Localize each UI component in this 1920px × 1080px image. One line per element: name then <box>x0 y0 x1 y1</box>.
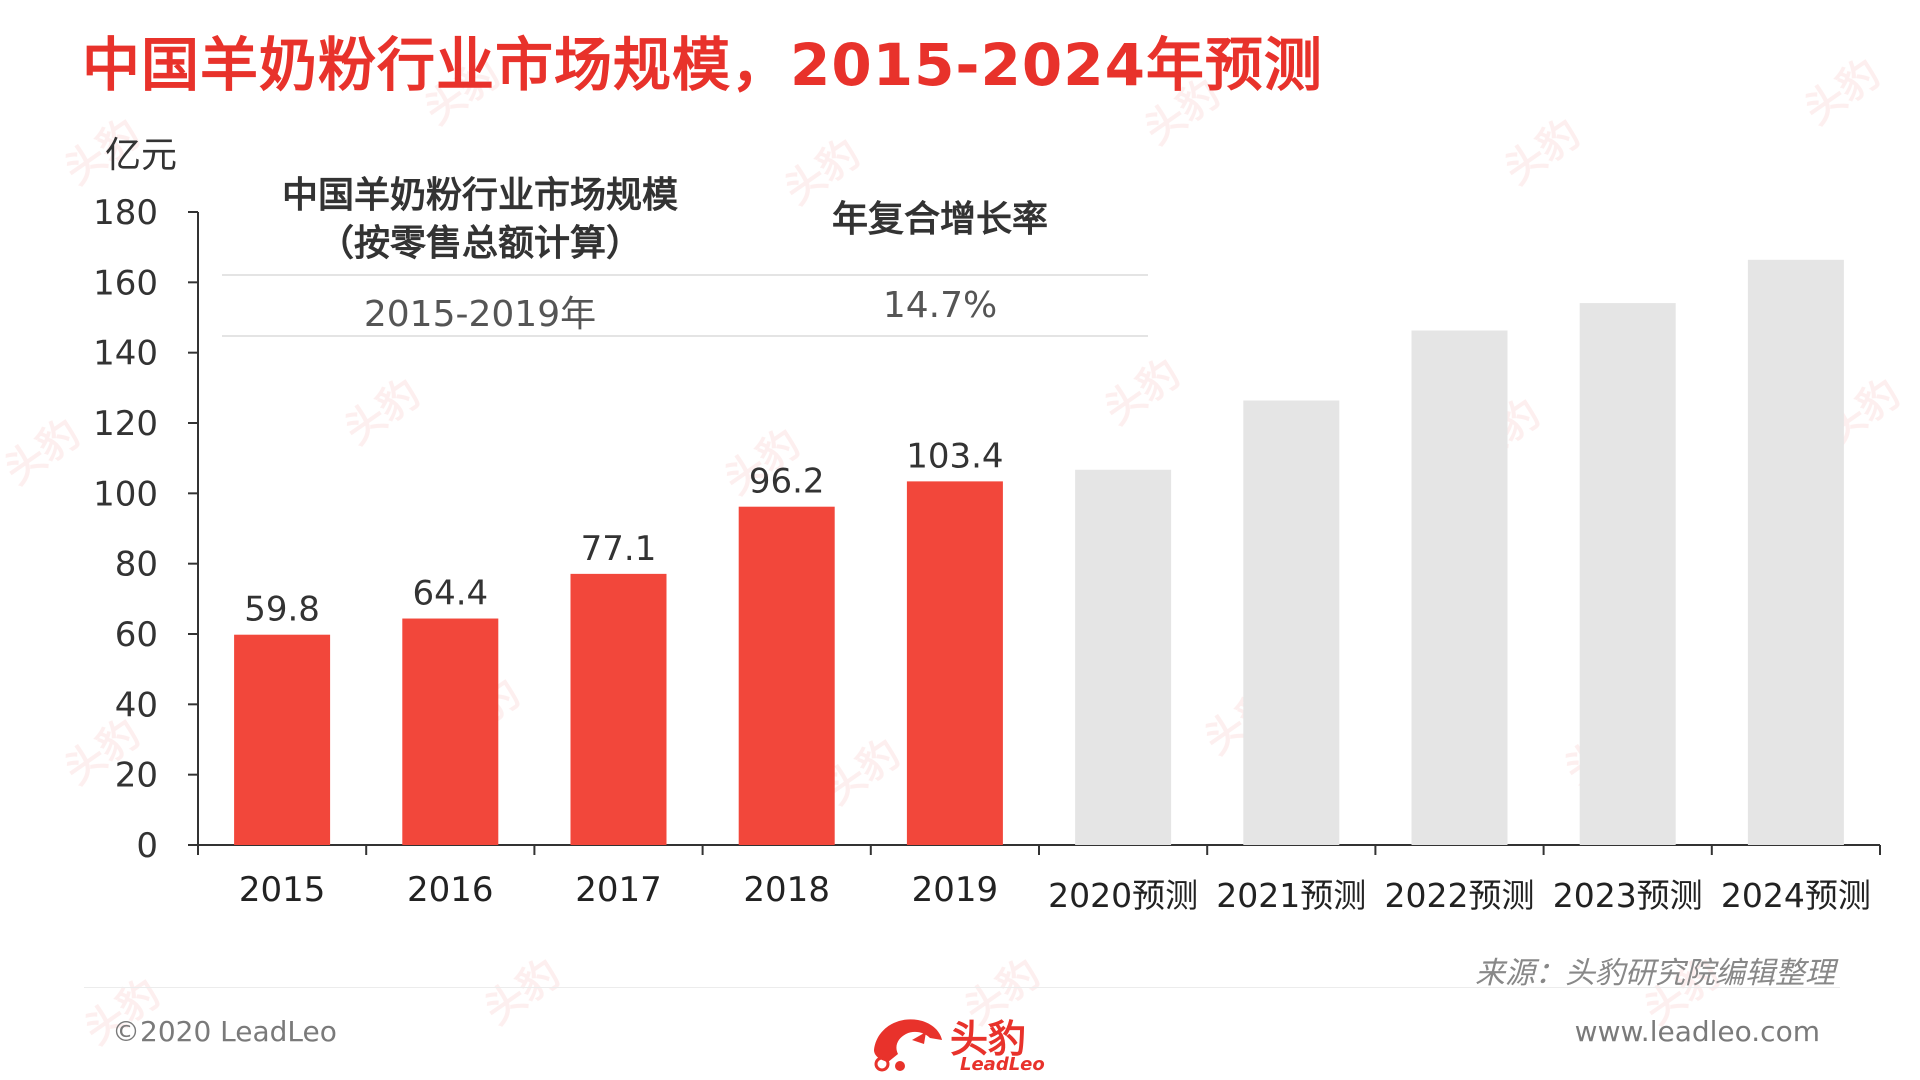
y-axis-tick-label: 0 <box>136 826 158 866</box>
x-axis-category-label: 2021预测 <box>1216 876 1366 915</box>
y-axis-tick-label: 160 <box>93 263 158 303</box>
x-axis-category-label: 2015 <box>239 870 326 910</box>
y-axis-tick-label: 20 <box>115 756 158 796</box>
website-link[interactable]: www.leadleo.com <box>1574 1015 1820 1048</box>
y-axis-tick-label: 60 <box>115 615 158 655</box>
logo-text-cn: 头豹 <box>950 1017 1027 1061</box>
footer-divider <box>84 987 1840 988</box>
forecast-bar <box>1243 400 1340 845</box>
bar-value-label: 96.2 <box>749 462 825 502</box>
bar-value-label: 103.4 <box>906 436 1003 476</box>
bar-value-label: 59.8 <box>244 590 320 630</box>
actual-bar <box>906 481 1003 845</box>
leopard-logo-icon <box>874 1019 942 1072</box>
forecast-bar <box>1579 303 1676 845</box>
y-axis-tick-label: 120 <box>93 404 158 444</box>
y-axis-tick-label: 80 <box>115 545 158 585</box>
x-axis-category-label: 2018 <box>743 870 830 910</box>
y-axis-tick-label: 100 <box>93 474 158 514</box>
x-axis-category-label: 2017 <box>575 870 662 910</box>
table-header-market-size-line1: 中国羊奶粉行业市场规模 <box>281 175 678 216</box>
table-header-market-size: 中国羊奶粉行业市场规模 （按零售总额计算） <box>230 172 730 268</box>
table-divider-top <box>222 274 1148 276</box>
actual-bar <box>738 506 835 845</box>
actual-bar <box>234 634 331 845</box>
table-cell-period: 2015-2019年 <box>363 294 597 335</box>
actual-bar <box>402 618 499 845</box>
forecast-bar <box>1411 330 1508 845</box>
x-axis-category-label: 2019 <box>912 870 999 910</box>
logo-text-en: LeadLeo <box>960 1054 1045 1075</box>
x-axis-category-label: 2024预测 <box>1721 876 1871 915</box>
y-axis-tick-label: 40 <box>115 685 158 725</box>
x-axis-category-label: 2023预测 <box>1553 876 1703 915</box>
y-axis-unit-label: 亿元 <box>105 135 177 176</box>
y-axis-tick-label: 180 <box>93 193 158 233</box>
x-axis-category-label: 2020预测 <box>1048 876 1198 915</box>
bar-value-label: 64.4 <box>412 574 488 614</box>
page-title: 中国羊奶粉行业市场规模，2015-2024年预测 <box>82 31 1323 99</box>
y-axis-tick-label: 140 <box>93 334 158 374</box>
source-note: 来源：头豹研究院编辑整理 <box>1475 956 1835 991</box>
x-axis-category-label: 2016 <box>407 870 494 910</box>
table-cell-cagr: 14.7% <box>882 285 998 326</box>
copyright-text: ©2020 LeadLeo <box>112 1015 337 1048</box>
table-header-market-size-line2: （按零售总额计算） <box>317 223 642 264</box>
table-header-cagr: 年复合增长率 <box>831 199 1048 240</box>
forecast-bar <box>1747 259 1844 845</box>
actual-bar <box>570 573 667 845</box>
table-divider-bottom <box>222 335 1148 337</box>
forecast-bar <box>1075 469 1172 845</box>
bar-value-label: 77.1 <box>581 529 657 569</box>
x-axis-category-label: 2022预测 <box>1385 876 1535 915</box>
leadleo-logo: 头豹 LeadLeo <box>868 1004 1058 1080</box>
